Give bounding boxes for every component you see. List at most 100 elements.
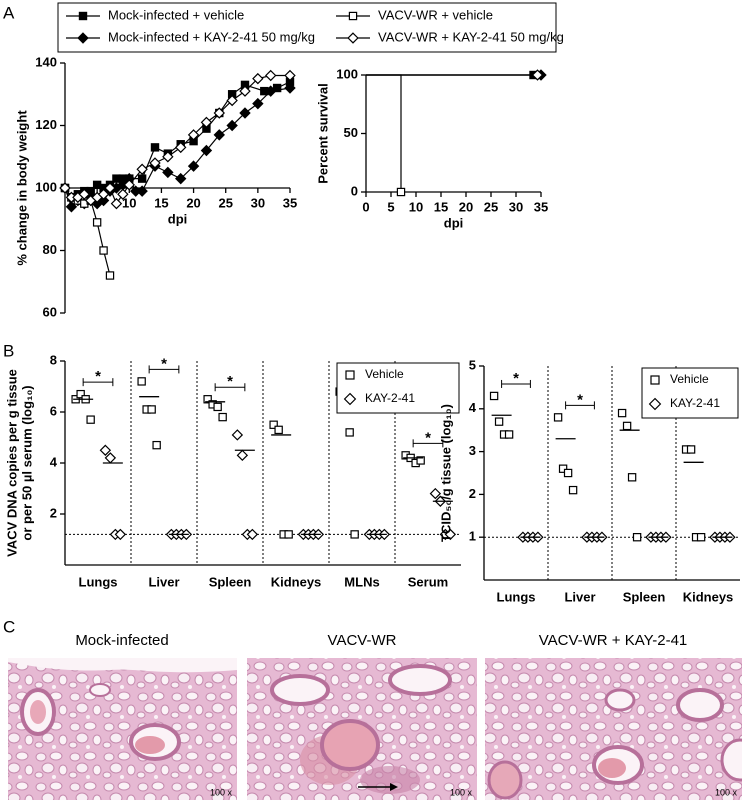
legend-label: Mock-infected + vehicle: [108, 7, 244, 22]
y-tick-label: 5: [469, 357, 476, 372]
x-tick-label: Lungs: [79, 574, 118, 589]
significance-label: *: [513, 370, 519, 387]
marker: [187, 129, 200, 141]
legend-marker: [348, 11, 358, 21]
x-tick-label: 20: [459, 199, 473, 214]
x-tick-label: 30: [251, 195, 265, 210]
marker: [239, 107, 251, 119]
marker: [114, 528, 127, 541]
legend-marker: [347, 32, 359, 44]
marker: [272, 83, 282, 93]
marker: [265, 69, 277, 82]
y-tick-label: 1: [469, 529, 476, 544]
marker: [200, 116, 213, 129]
x-tick-label: Lungs: [497, 589, 536, 604]
legend-label: Vehicle: [670, 372, 709, 386]
marker: [175, 141, 187, 154]
marker: [226, 94, 238, 107]
legend-label: VACV-WR + KAY-2-41 50 mg/kg: [378, 29, 564, 44]
x-tick-label: Liver: [564, 589, 595, 604]
x-tick-label: Spleen: [209, 574, 252, 589]
x-tick-label: 25: [484, 199, 498, 214]
marker: [563, 468, 573, 478]
y-tick-label: 4: [50, 454, 58, 469]
marker: [622, 421, 632, 431]
y-tick-label: 2: [50, 505, 57, 520]
x-tick-label: Kidneys: [271, 574, 322, 589]
marker: [137, 174, 147, 183]
legend-box: [336, 362, 460, 414]
marker: [162, 166, 174, 179]
marker: [345, 428, 354, 437]
y-tick-label: 120: [35, 117, 57, 132]
marker: [396, 187, 406, 197]
legend-label: Mock-infected + KAY-2-41 50 mg/kg: [108, 29, 315, 44]
marker: [269, 420, 278, 429]
marker: [218, 412, 227, 422]
x-tick-label: 0: [362, 199, 369, 214]
x-tick-label: Liver: [148, 574, 179, 589]
marker: [284, 69, 296, 82]
x-tick-label: 10: [409, 199, 423, 214]
marker: [489, 391, 499, 401]
legend-marker: [78, 11, 88, 21]
marker: [187, 160, 200, 172]
x-tick-label: 35: [534, 199, 548, 214]
marker: [104, 182, 116, 194]
y-tick-label: 2: [469, 486, 476, 501]
marker: [99, 246, 108, 255]
y-axis-label: Percent survival: [315, 83, 330, 183]
micrograph: [247, 658, 477, 800]
y-tick-label: 100: [35, 179, 57, 194]
marker: [110, 197, 123, 210]
marker: [568, 485, 578, 495]
significance-label: *: [161, 355, 167, 372]
marker: [696, 532, 706, 542]
x-tick-label: 25: [218, 195, 232, 210]
marker: [239, 85, 251, 97]
marker: [213, 107, 225, 119]
marker: [149, 157, 161, 169]
legend-marker: [77, 32, 89, 44]
legend-label: VACV-WR + vehicle: [378, 7, 493, 22]
marker: [76, 389, 85, 399]
marker: [86, 415, 95, 424]
y-tick-label: 60: [43, 304, 57, 319]
micrograph: [485, 658, 742, 800]
y-tick-label: 50: [344, 125, 358, 140]
panel-label: B: [3, 341, 14, 360]
marker: [252, 72, 264, 85]
x-tick-label: Serum: [408, 574, 448, 589]
x-axis-label: dpi: [168, 211, 188, 226]
legend-box: [57, 2, 557, 53]
marker: [632, 532, 642, 542]
marker: [213, 402, 222, 412]
panel-label: A: [3, 3, 15, 22]
legend-marker: [345, 370, 355, 380]
marker: [162, 151, 174, 163]
significance-label: *: [425, 429, 431, 446]
marker: [504, 430, 514, 439]
legend-label: KAY-2-41: [365, 391, 415, 405]
marker: [231, 429, 244, 441]
x-tick-label: 35: [283, 195, 297, 210]
legend-marker: [650, 375, 660, 385]
y-tick-label: 0: [351, 183, 358, 198]
marker: [92, 218, 102, 227]
y-axis-label: TCID₅₀/g tissue (log₁₀): [438, 404, 453, 542]
x-tick-label: 30: [509, 199, 523, 214]
marker: [105, 271, 115, 280]
x-tick-label: Kidneys: [683, 589, 734, 604]
marker: [136, 163, 148, 175]
legend-label: KAY-2-41: [670, 396, 720, 410]
legend-marker: [648, 397, 662, 411]
marker: [213, 129, 225, 141]
marker: [152, 440, 161, 450]
marker: [558, 464, 568, 473]
marker: [416, 456, 425, 465]
panel-label: C: [3, 617, 15, 636]
marker: [627, 473, 637, 482]
marker: [246, 528, 259, 541]
marker: [136, 185, 148, 197]
